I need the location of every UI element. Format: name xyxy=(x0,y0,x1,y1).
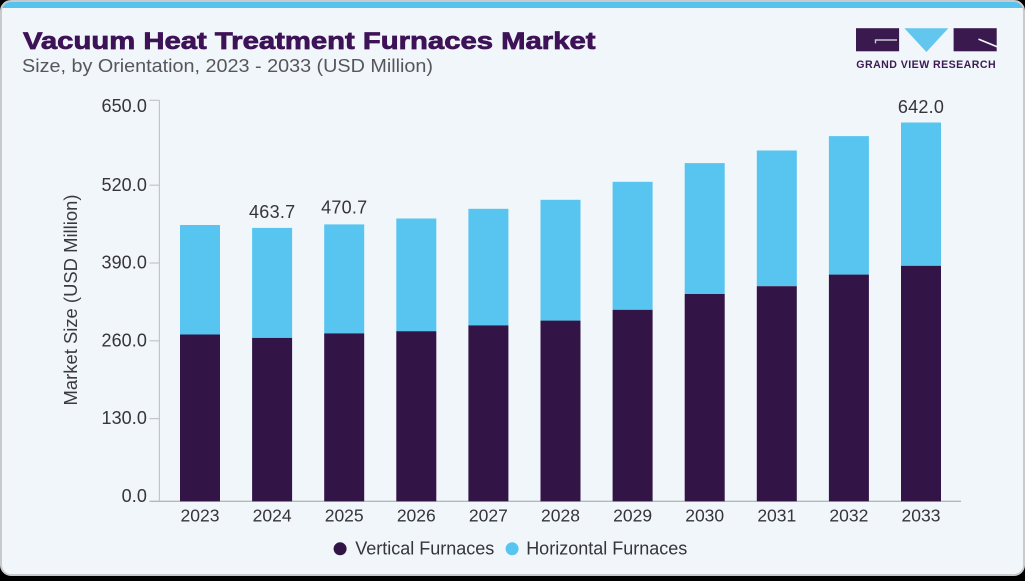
svg-text:GRAND VIEW RESEARCH: GRAND VIEW RESEARCH xyxy=(856,59,996,71)
svg-text:2024: 2024 xyxy=(253,506,292,526)
svg-text:2031: 2031 xyxy=(757,506,796,526)
svg-text:2023: 2023 xyxy=(181,506,220,526)
svg-text:130.0: 130.0 xyxy=(101,408,147,428)
svg-text:2033: 2033 xyxy=(902,506,941,526)
svg-text:2028: 2028 xyxy=(541,506,580,526)
svg-text:Size, by Orientation, 2023 - 2: Size, by Orientation, 2023 - 2033 (USD M… xyxy=(22,55,433,76)
svg-text:2026: 2026 xyxy=(397,506,436,526)
svg-text:520.0: 520.0 xyxy=(101,175,147,195)
svg-text:0.0: 0.0 xyxy=(122,486,147,506)
svg-text:260.0: 260.0 xyxy=(101,330,147,350)
svg-text:2030: 2030 xyxy=(685,506,724,526)
svg-text:Market Size (USD Million): Market Size (USD Million) xyxy=(61,195,81,406)
svg-text:463.7: 463.7 xyxy=(249,202,295,222)
svg-text:Horizontal Furnaces: Horizontal Furnaces xyxy=(526,539,687,559)
svg-text:642.0: 642.0 xyxy=(898,97,944,117)
svg-text:Vertical Furnaces: Vertical Furnaces xyxy=(355,539,494,559)
svg-text:Vacuum Heat Treatment Furnaces: Vacuum Heat Treatment Furnaces Market xyxy=(23,28,596,55)
svg-text:390.0: 390.0 xyxy=(101,253,147,273)
svg-text:2027: 2027 xyxy=(469,506,508,526)
svg-text:650.0: 650.0 xyxy=(101,96,147,116)
svg-text:2025: 2025 xyxy=(325,506,364,526)
svg-text:470.7: 470.7 xyxy=(321,197,367,217)
svg-text:2029: 2029 xyxy=(613,506,652,526)
svg-text:2032: 2032 xyxy=(829,506,868,526)
